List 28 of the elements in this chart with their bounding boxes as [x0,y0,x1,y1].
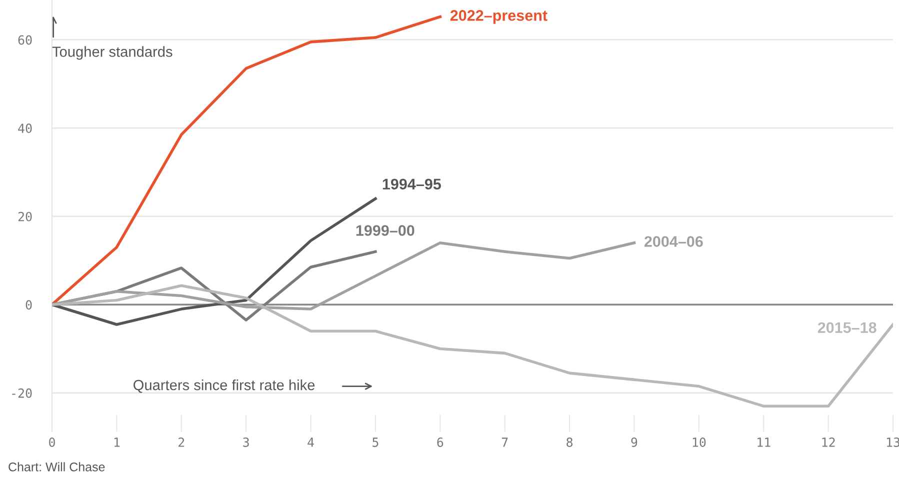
x-tick-label: 6 [437,438,444,447]
x-tick-label: 8 [566,438,572,447]
series-label: 2004–06 [644,236,703,247]
x-tick-label: 11 [758,438,770,447]
x-tick-label: 1 [114,438,120,447]
text: Chart: Will Chase [8,462,105,472]
x-tick-label: 9 [631,438,638,447]
x-tick-label: 3 [243,438,249,447]
x-tick-label: 10 [692,438,706,447]
y-tick-label: 40 [18,124,32,133]
line-series [52,241,636,310]
x-tick-label: 5 [372,438,378,447]
annotation: Quarters since first rate hike [134,380,315,393]
y-tick-label: -20 [12,388,32,398]
x-tick-label: 4 [308,438,314,447]
annotation: Tougher standards [52,46,172,60]
line-series [52,284,893,408]
y-tick-label: 20 [18,212,32,222]
series-label: 2015–18 [818,322,876,334]
series-label: 1994–95 [382,178,441,190]
y-tick-label: 0 [26,300,32,310]
x-tick-label: 0 [49,438,55,447]
x-tick-label: 2 [178,438,184,447]
y-tick-label: 60 [18,35,32,45]
x-tick-label: 12 [822,438,835,447]
x-tick-label: 7 [502,438,508,447]
series-label: 2022–present [450,10,548,24]
series-label: 1999–00 [356,225,414,236]
